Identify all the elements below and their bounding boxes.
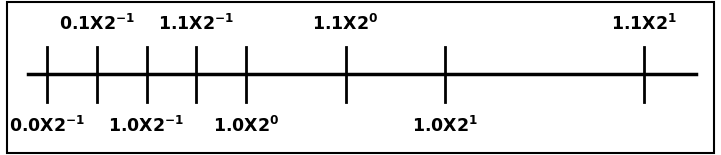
Text: $\mathbf{1.0X2^{0}}$: $\mathbf{1.0X2^{0}}$ (213, 116, 279, 136)
Text: $\mathbf{0.0X2^{-1}}$: $\mathbf{0.0X2^{-1}}$ (9, 116, 85, 136)
Text: $\mathbf{1.1X2^{-1}}$: $\mathbf{1.1X2^{-1}}$ (158, 14, 234, 34)
Text: $\mathbf{1.0X2^{-1}}$: $\mathbf{1.0X2^{-1}}$ (108, 116, 185, 136)
Text: $\mathbf{1.1X2^{1}}$: $\mathbf{1.1X2^{1}}$ (611, 14, 677, 34)
Text: $\mathbf{1.0X2^{1}}$: $\mathbf{1.0X2^{1}}$ (412, 116, 478, 136)
Text: $\mathbf{1.1X2^{0}}$: $\mathbf{1.1X2^{0}}$ (312, 14, 379, 34)
Text: $\mathbf{0.1X2^{-1}}$: $\mathbf{0.1X2^{-1}}$ (58, 14, 135, 34)
